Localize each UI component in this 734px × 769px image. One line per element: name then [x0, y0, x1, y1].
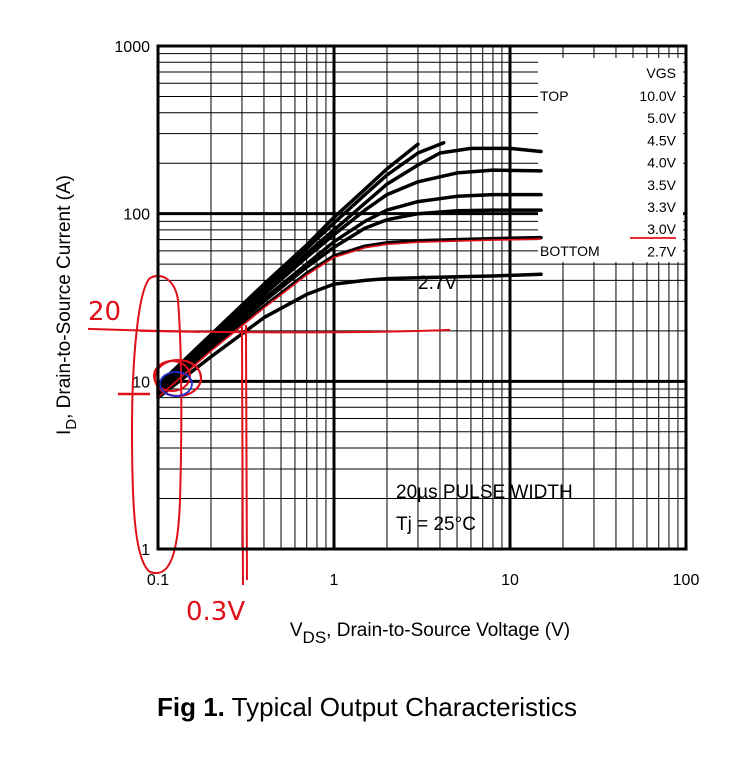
red-trace-3-0v — [157, 238, 542, 398]
series-line-3-5V — [156, 192, 543, 395]
figure-number: Fig 1. — [156, 692, 225, 722]
legend-entry: 4.0V — [647, 155, 676, 171]
hand-line-20a — [87, 327, 451, 334]
y-tick-label: 1000 — [114, 39, 150, 56]
tick-labels: 0.1 1 10 100 1 10 100 1000 — [114, 39, 699, 589]
x-tick-label: 1 — [330, 572, 339, 589]
series-line-3-0V — [156, 235, 543, 398]
series-layer — [156, 140, 543, 400]
x-axis-label-sub: DS — [303, 628, 327, 647]
legend-entry: 3.5V — [647, 177, 676, 193]
hand-vline-0-3v-b — [244, 324, 248, 581]
hand-circle-b — [153, 360, 191, 392]
x-axis-label: VDS, Drain-to-Source Voltage (V) — [290, 620, 570, 647]
legend-entry: 10.0V — [639, 88, 676, 104]
series-line-4-0V — [156, 168, 543, 393]
y-axis-label-sub: D — [63, 419, 80, 430]
y-axis-label-rest: , Drain-to-Source Current (A) — [54, 175, 75, 419]
hand-loop-0-1 — [130, 275, 183, 575]
pulse-width-note: 20µs PULSE WIDTH — [396, 482, 573, 503]
temperature-note: Tj = 25°C — [396, 514, 476, 535]
legend-entry: 4.5V — [647, 132, 676, 148]
series-line-3-3V — [156, 208, 543, 396]
legend-entry: 5.0V — [647, 110, 676, 126]
legend: VGS TOP BOTTOM 10.0V 5.0V 4.5V 4.0V 3.5V 3.3V 3.0… — [540, 65, 677, 259]
figure-title: Typical Output Characteristics — [231, 692, 578, 722]
legend-bottom-label: BOTTOM — [540, 243, 600, 259]
output-characteristics-chart: 0.1 1 10 100 1 10 100 1000 VGS TOP BOTTOM 10.0V 5.0… — [54, 39, 699, 647]
x-tick-label: 10 — [501, 572, 519, 589]
y-axis-label: ID, Drain-to-Source Current (A) — [54, 175, 80, 435]
y-axis-label-main: I — [54, 430, 75, 435]
legend-box — [538, 58, 683, 262]
x-axis-label-main: V — [290, 620, 303, 641]
handwritten-annotations — [87, 275, 451, 586]
legend-top-label: TOP — [540, 88, 569, 104]
legend-header: VGS — [646, 65, 676, 81]
series-line-10-0V — [156, 142, 420, 387]
legend-entry: 3.0V — [647, 221, 676, 237]
handwritten-0-3v: 0.3V — [186, 597, 245, 627]
y-tick-label: 100 — [123, 207, 150, 224]
legend-entry: 2.7V — [647, 243, 676, 259]
legend-entry: 3.3V — [647, 199, 676, 215]
x-axis-label-rest: , Drain-to-Source Voltage (V) — [326, 620, 570, 641]
figure-caption: Fig 1. Typical Output Characteristics — [0, 692, 734, 723]
x-tick-label: 0.1 — [147, 572, 169, 589]
x-tick-label: 100 — [673, 572, 700, 589]
legend-background — [538, 58, 683, 262]
handwritten-20: 20 — [88, 297, 121, 327]
hand-circle-blue — [159, 371, 193, 397]
hand-vline-0-3v — [240, 326, 244, 586]
plot-frame — [156, 44, 688, 551]
y-tick-label: 10 — [132, 374, 150, 391]
y-tick-label: 1 — [141, 542, 150, 559]
hand-line-20b — [139, 329, 201, 333]
series-label-2-7v: 2.7V — [418, 273, 457, 294]
series-line-5-0V — [156, 140, 446, 390]
